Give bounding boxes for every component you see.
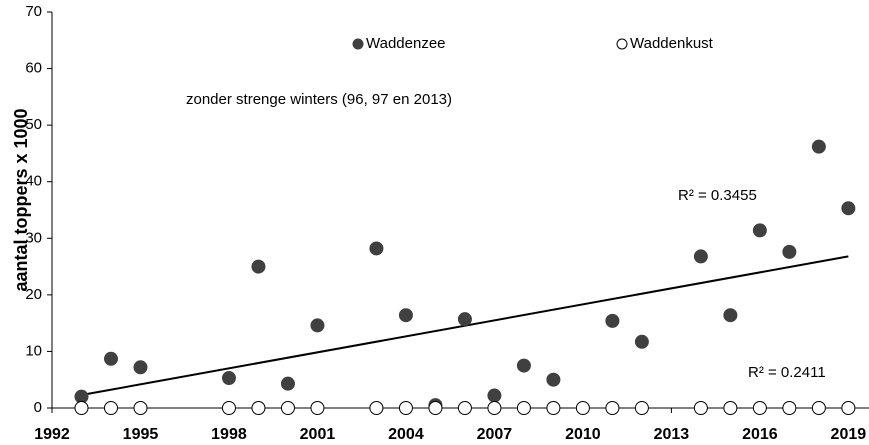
point: [782, 401, 797, 415]
point: [74, 401, 89, 415]
point: [546, 372, 561, 387]
point: [841, 401, 856, 415]
point: [752, 223, 767, 238]
r2-label: R² = 0.3455: [678, 187, 757, 204]
x-tick-label: 2013: [654, 426, 690, 443]
point: [516, 358, 531, 373]
x-tick-label: 2001: [300, 426, 336, 443]
legend-marker: [616, 38, 628, 50]
point: [369, 241, 384, 256]
point: [723, 401, 738, 415]
point: [487, 401, 502, 415]
point: [251, 259, 266, 274]
point: [723, 308, 738, 323]
x-tick-label: 1995: [123, 426, 159, 443]
y-tick-label: 0: [34, 399, 42, 416]
point: [280, 401, 295, 415]
point: [752, 401, 767, 415]
point: [310, 401, 325, 415]
point: [133, 401, 148, 415]
y-tick-label: 60: [25, 60, 42, 77]
point: [457, 401, 472, 415]
x-tick-label: 2019: [831, 426, 867, 443]
point: [546, 401, 561, 415]
r2-label: R² = 0.2411: [748, 364, 826, 381]
point: [811, 401, 826, 415]
point: [221, 371, 236, 386]
y-tick-label: 10: [25, 342, 42, 359]
point: [634, 401, 649, 415]
point: [280, 376, 295, 391]
y-axis-label: aantal toppers x 1000: [11, 108, 31, 291]
legend-label: Waddenzee: [366, 35, 446, 52]
point: [605, 313, 620, 328]
point: [516, 401, 531, 415]
point: [575, 401, 590, 415]
annotation: zonder strenge winters (96, 97 en 2013): [186, 91, 452, 108]
point: [398, 308, 413, 323]
point: [428, 401, 443, 415]
legend-label: Waddenkust: [630, 35, 714, 52]
point: [811, 139, 826, 154]
x-tick-label: 1998: [211, 426, 247, 443]
point: [251, 401, 266, 415]
x-tick-label: 1992: [34, 426, 70, 443]
x-tick-label: 2004: [388, 426, 424, 443]
point: [487, 388, 502, 403]
y-tick-label: 30: [25, 229, 42, 246]
point: [103, 351, 118, 366]
y-tick-label: 20: [25, 286, 42, 303]
point: [605, 401, 620, 415]
point: [133, 360, 148, 375]
y-tick-label: 40: [25, 173, 42, 190]
point: [634, 334, 649, 349]
y-tick-label: 50: [25, 116, 42, 133]
point: [782, 244, 797, 259]
point: [457, 312, 472, 327]
point: [398, 401, 413, 415]
point: [103, 401, 118, 415]
x-tick-label: 2016: [742, 426, 778, 443]
x-tick-label: 2007: [477, 426, 513, 443]
point: [310, 318, 325, 333]
point: [693, 249, 708, 264]
x-tick-label: 2010: [565, 426, 601, 443]
legend-marker: [352, 38, 364, 50]
point: [693, 401, 708, 415]
point: [221, 401, 236, 415]
point: [369, 401, 384, 415]
point: [841, 201, 856, 216]
y-tick-label: 70: [25, 3, 42, 20]
